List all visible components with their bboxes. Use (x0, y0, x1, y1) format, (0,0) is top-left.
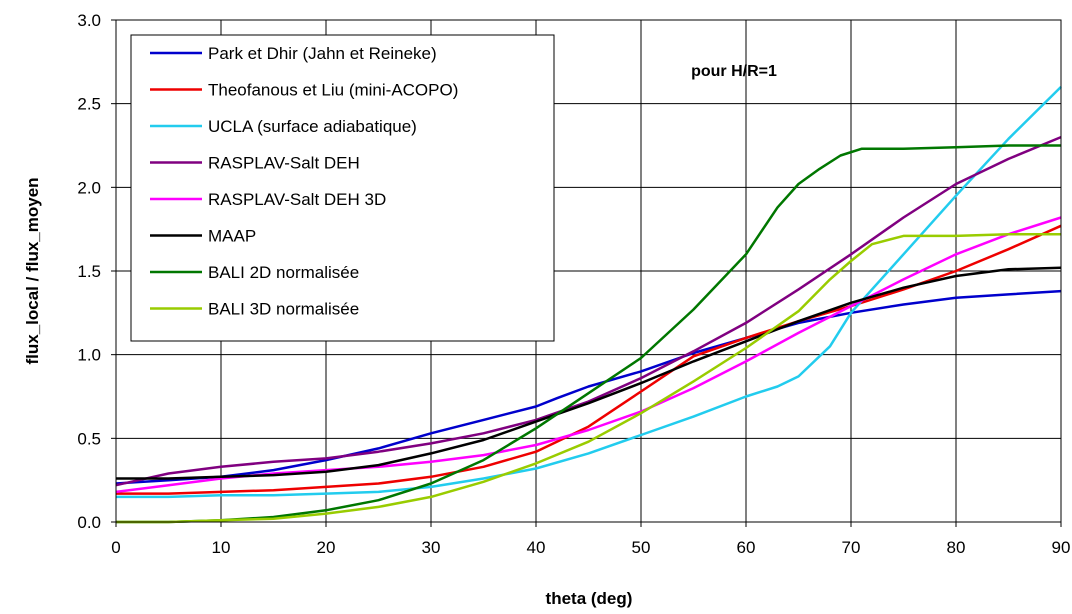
axes (111, 19, 1062, 527)
y-tick-label: 1.0 (77, 346, 101, 365)
series-line-3 (116, 86, 1062, 499)
legend-label-3: UCLA (surface adiabatique) (208, 117, 417, 136)
x-tick-label: 80 (947, 538, 966, 557)
x-tick-label: 60 (737, 538, 756, 557)
series-layer (115, 86, 1062, 524)
legend-label-5: RASPLAV-Salt DEH 3D (208, 190, 386, 209)
legend-box (130, 34, 555, 342)
y-tick-label: 3.0 (77, 11, 101, 30)
x-tick-label: 10 (212, 538, 231, 557)
x-tick-label: 0 (111, 538, 120, 557)
legend-label-2: Theofanous et Liu (mini-ACOPO) (208, 81, 458, 100)
legend: Park et Dhir (Jahn et Reineke) Theofanous… (130, 34, 555, 342)
x-tick-label: 70 (842, 538, 861, 557)
series-line-1 (115, 289, 1062, 485)
series-line-2 (116, 224, 1062, 495)
x-tick-label: 50 (632, 538, 651, 557)
y-tick-label: 0.5 (77, 429, 101, 448)
series-line-4 (115, 135, 1062, 487)
x-axis-title: theta (deg) (546, 589, 633, 608)
y-tick-label: 0.0 (77, 513, 101, 532)
x-tick-label: 20 (317, 538, 336, 557)
series-line-7 (116, 144, 1061, 524)
x-tick-label: 30 (422, 538, 441, 557)
series-line-8 (116, 232, 1061, 524)
y-tick-label: 2.0 (77, 178, 101, 197)
tick-labels: 0 10 20 30 40 50 60 70 80 90 0.0 0.5 1.0 1.5 2.0 2.5 3.0 (77, 11, 1070, 557)
legend-label-7: BALI 2D normalisée (208, 263, 359, 282)
legend-label-8: BALI 3D normalisée (208, 300, 359, 319)
series-line-6 (116, 266, 1062, 480)
x-tick-label: 90 (1052, 538, 1071, 557)
legend-label-1: Park et Dhir (Jahn et Reineke) (208, 44, 437, 63)
series-line-5 (115, 216, 1062, 494)
y-axis-title: flux_local / flux_moyen (23, 177, 42, 364)
x-tick-label: 40 (527, 538, 546, 557)
y-tick-label: 2.5 (77, 95, 101, 114)
y-tick-label: 1.5 (77, 262, 101, 281)
legend-label-4: RASPLAV-Salt DEH (208, 154, 360, 173)
legend-label-6: MAAP (208, 227, 256, 246)
chart-annotation: pour H/R=1 (691, 63, 777, 80)
plot-frame (115, 19, 1062, 523)
